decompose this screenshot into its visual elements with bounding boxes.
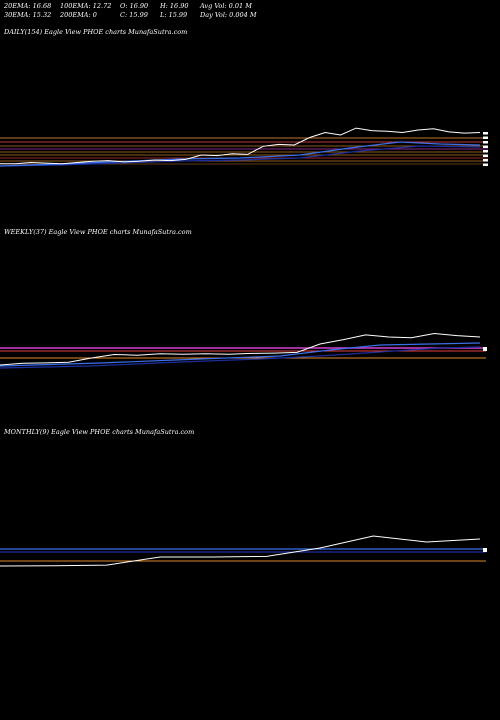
high-stat: H: 16.90 <box>160 2 189 10</box>
close-stat: C: 15.99 <box>120 11 148 19</box>
weekly-ema-fast-line <box>0 342 481 367</box>
day-vol-stat: Day Vol: 0.004 M <box>200 11 257 19</box>
weekly-ema-slow-line <box>0 346 481 369</box>
daily-price-tick-6 <box>483 159 488 162</box>
ema20-stat: 20EMA: 16.68 <box>4 2 52 10</box>
monthly-chart <box>0 535 487 567</box>
weekly-panel-label: WEEKLY(37) Eagle View PHOE charts Munafa… <box>4 228 192 236</box>
daily-price-tick-1 <box>483 136 488 139</box>
daily-price-tick-7 <box>483 163 488 166</box>
avg-vol-stat: Avg Vol: 0.01 M <box>200 2 252 10</box>
daily-price-tick-4 <box>483 150 488 153</box>
daily-price-line <box>0 127 481 165</box>
low-stat: L: 15.99 <box>160 11 188 19</box>
ema100-stat: 100EMA: 12.72 <box>60 2 112 10</box>
stats-header: 20EMA: 16.68 100EMA: 12.72 O: 16.90 H: 1… <box>0 0 500 20</box>
daily-price-tick-3 <box>483 145 488 148</box>
daily-ema-slow-line <box>0 145 481 167</box>
daily-price-tick-5 <box>483 154 488 157</box>
weekly-price-line <box>0 332 481 366</box>
daily-price-tick-2 <box>483 141 488 144</box>
weekly-chart <box>0 332 487 369</box>
ema30-stat: 30EMA: 15.32 <box>4 11 52 19</box>
daily-chart <box>0 127 488 167</box>
monthly-price-line <box>0 535 481 567</box>
monthly-panel-label: MONTHLY(9) Eagle View PHOE charts Munafa… <box>4 428 195 436</box>
weekly-price-tick <box>483 347 487 351</box>
daily-ema-fast-line <box>0 141 481 167</box>
open-stat: O: 16.90 <box>120 2 149 10</box>
monthly-price-tick <box>483 548 487 552</box>
daily-panel-label: DAILY(154) Eagle View PHOE charts Munafa… <box>4 28 188 36</box>
daily-price-tick-0 <box>483 132 488 135</box>
ema200-stat: 200EMA: 0 <box>60 11 97 19</box>
